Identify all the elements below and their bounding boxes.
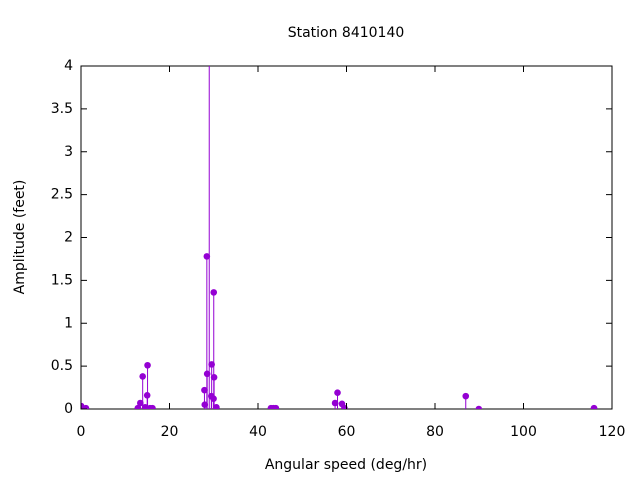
y-tick-label: 0 — [64, 401, 73, 417]
stem-point — [462, 392, 470, 400]
y-tick-label: 0.5 — [51, 358, 73, 374]
x-tick-label: 120 — [599, 424, 626, 440]
stem-point — [82, 404, 90, 409]
x-tick-label: 40 — [249, 424, 267, 440]
x-tick-label: 0 — [77, 424, 86, 440]
plot-frame — [80, 65, 613, 410]
stem-point — [149, 404, 156, 409]
chart-title: Station 8410140 — [288, 25, 405, 41]
y-tick-label: 4 — [64, 58, 73, 74]
y-tick-label: 1 — [64, 315, 73, 331]
x-axis-label: Angular speed (deg/hr) — [265, 457, 427, 473]
stem-point — [213, 403, 220, 409]
stem-point — [210, 373, 218, 381]
x-tick-label: 100 — [510, 424, 537, 440]
plot-area — [81, 66, 598, 409]
stem-point — [203, 253, 211, 260]
y-tick-label: 2.5 — [51, 187, 73, 203]
stem-point — [201, 386, 208, 394]
stem-point — [272, 404, 280, 409]
stem-point — [144, 361, 151, 369]
y-tick-label: 3 — [64, 144, 73, 160]
stem-point — [475, 405, 483, 409]
y-tick-label: 3.5 — [51, 101, 73, 117]
stem-point — [334, 389, 341, 397]
stem-point — [590, 404, 598, 409]
y-tick-label: 2 — [64, 230, 73, 246]
stem-point — [136, 399, 144, 407]
y-axis-label: Amplitude (feet) — [12, 180, 28, 295]
x-tick-label: 20 — [161, 424, 179, 440]
y-tick-label: 1.5 — [51, 272, 73, 288]
x-tick-label: 60 — [338, 424, 356, 440]
stem-point — [331, 399, 339, 407]
stem-point — [139, 373, 146, 380]
stem-point — [210, 289, 218, 296]
x-tick-label: 80 — [426, 424, 444, 440]
